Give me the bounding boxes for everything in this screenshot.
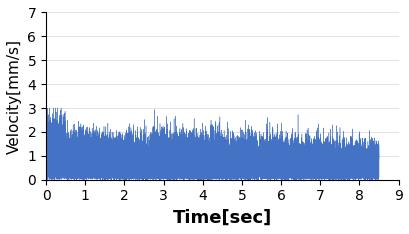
Y-axis label: Velocity[mm/s]: Velocity[mm/s] — [7, 39, 22, 154]
X-axis label: Time[sec]: Time[sec] — [172, 209, 271, 227]
